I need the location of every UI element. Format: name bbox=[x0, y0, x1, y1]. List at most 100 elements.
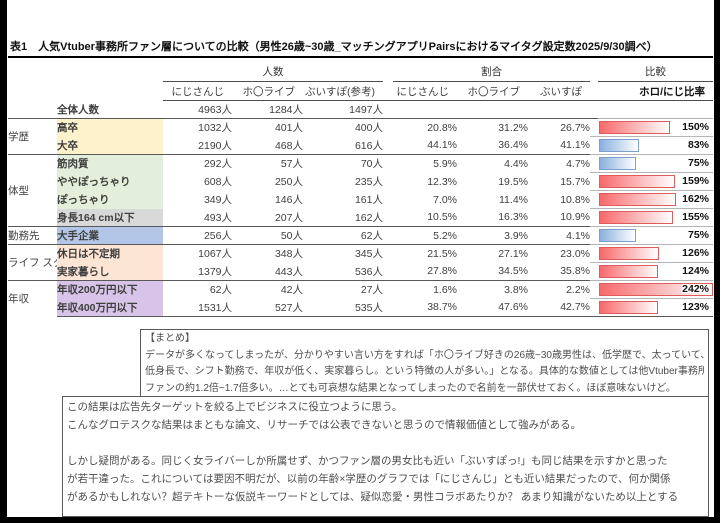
databar bbox=[599, 247, 659, 260]
column-header-row: にじさんじ ホ〇ライブ ぶいすぽ(参考) にじさんじ ホ〇ライブ ぶいすぽ ホロ… bbox=[8, 81, 713, 101]
databar-cell: 124% bbox=[598, 262, 713, 281]
databar-cell: 83% bbox=[598, 136, 713, 155]
ratio-percent-label: 126% bbox=[682, 247, 709, 259]
black-frame-bottom bbox=[0, 517, 720, 523]
databar bbox=[599, 211, 673, 224]
row-label: 高卒 bbox=[57, 118, 163, 137]
ratio-cell: 20.8% bbox=[393, 118, 457, 137]
ratio-cell: 36.4% bbox=[498, 139, 528, 152]
category-cell-income: 年収 bbox=[8, 280, 57, 317]
ratio-cell: 27.1% bbox=[457, 244, 528, 263]
summary-text-line: データが多くなってしまったが、分かりやすい言い方をすれば「ホ〇ライブ好きの26歳… bbox=[145, 349, 704, 361]
count-cell: 608人 bbox=[203, 176, 232, 188]
count-cell: 527人 bbox=[232, 298, 303, 317]
count-cell: 70人 bbox=[303, 154, 383, 173]
comment-text-line: が若干違った。これについては要因不明だが、以前の年齢×学歴のグラフでは「にじさん… bbox=[67, 473, 671, 485]
ratio-cell: 15.7% bbox=[560, 175, 590, 188]
count-cell: 62人 bbox=[303, 226, 383, 245]
ratio-cell: 5.9% bbox=[393, 154, 457, 173]
row-label: 全体人数 bbox=[57, 103, 99, 116]
ratio-cell: 16.3% bbox=[498, 211, 528, 224]
category-cell-education: 学歴 bbox=[8, 118, 57, 155]
table-row: 年収400万円以下 1531人 527人 535人 38.7% 47.6% 42… bbox=[8, 298, 713, 317]
databar-cell: 159% bbox=[598, 172, 713, 191]
row-label: 筋肉質 bbox=[57, 154, 163, 173]
ratio-cell: 35.8% bbox=[560, 265, 590, 278]
ratio-cell: 4.1% bbox=[528, 226, 590, 245]
col-header-hololive-ratio: ホ〇ライブ bbox=[457, 81, 528, 101]
count-cell: 2190人 bbox=[198, 139, 232, 152]
comparison-table: 人数 割合 比較 にじさんじ ホ〇ライブ ぶいすぽ(参考) にじさんじ ホ〇ライ… bbox=[8, 62, 713, 317]
databar-cell: 162% bbox=[598, 190, 713, 209]
count-cell: 1032人 bbox=[163, 118, 232, 137]
category-cell-lifestyle: ライフ スタイル bbox=[8, 244, 57, 281]
group-header-compare: 比較 bbox=[598, 62, 713, 82]
ratio-cell: 23.0% bbox=[528, 244, 590, 263]
ratio-percent-label: 124% bbox=[682, 265, 709, 277]
ratio-percent-label: 83% bbox=[687, 139, 709, 151]
count-cell: 256人 bbox=[163, 226, 232, 245]
row-label: 年収400万円以下 bbox=[57, 298, 163, 317]
count-cell: 345人 bbox=[303, 244, 383, 263]
ratio-cell bbox=[393, 101, 457, 119]
count-cell: 4963人 bbox=[198, 104, 232, 116]
comment-text-line: こんなグロテスクな結果はまともな論文、リサーチでは公表できないと思うので情報価値… bbox=[67, 419, 582, 431]
ratio-cell: 44.1% bbox=[427, 139, 457, 152]
category-cell-employer: 勤務先 bbox=[8, 226, 57, 245]
ratio-cell: 4.7% bbox=[528, 154, 590, 173]
count-cell: 468人 bbox=[274, 139, 303, 152]
ratio-cell: 2.2% bbox=[528, 280, 590, 299]
table-row: ぽっちゃり 349人 146人 161人 7.0% 11.4% 10.8% 16… bbox=[8, 190, 713, 209]
group-header-count: 人数 bbox=[163, 62, 383, 82]
databar bbox=[599, 193, 676, 206]
count-cell: 27人 bbox=[303, 280, 383, 299]
ratio-percent-label: 75% bbox=[687, 229, 709, 241]
comment-box: この結果は広告先ターゲットを絞る上でビジネスに役立つように思う。 こんなグロテス… bbox=[62, 396, 709, 517]
count-cell: 250人 bbox=[274, 176, 303, 188]
databar-cell: 150% bbox=[598, 118, 713, 137]
ratio-cell bbox=[528, 101, 590, 119]
col-header-nijisanji-count: にじさんじ bbox=[163, 81, 232, 101]
column-gap bbox=[590, 81, 598, 101]
row-label: 大手企業 bbox=[57, 226, 163, 245]
databar bbox=[599, 265, 658, 278]
databar bbox=[599, 229, 636, 242]
title-rule bbox=[8, 56, 713, 58]
ratio-percent-label: 150% bbox=[682, 121, 709, 133]
count-cell: 349人 bbox=[203, 194, 232, 206]
col-header-nijisanji-ratio: にじさんじ bbox=[393, 81, 457, 101]
count-cell: 42人 bbox=[232, 280, 303, 299]
table-row: ややぽっちゃり 608人 250人 235人 12.3% 19.5% 15.7%… bbox=[8, 172, 713, 191]
ratio-cell: 34.5% bbox=[498, 265, 528, 278]
ratio-percent-label: 242% bbox=[682, 283, 709, 295]
ratio-cell: 42.7% bbox=[528, 298, 590, 317]
count-cell: 235人 bbox=[354, 176, 383, 188]
col-header-vspo-ratio: ぶいすぽ bbox=[528, 81, 590, 101]
ratio-cell: 10.8% bbox=[560, 193, 590, 206]
databar-cell: 126% bbox=[598, 244, 713, 263]
count-cell: 1067人 bbox=[163, 244, 232, 263]
ratio-cell: 27.8% bbox=[427, 265, 457, 278]
ratio-cell: 26.7% bbox=[528, 118, 590, 137]
table-row: 大卒 2190人 468人 616人 44.1% 36.4% 41.1% 83% bbox=[8, 136, 713, 155]
count-cell: 1284人 bbox=[269, 104, 303, 116]
databar-cell: 123% bbox=[598, 298, 713, 317]
count-cell: 162人 bbox=[354, 211, 383, 224]
table-row: 実家暮らし 1379人 443人 536人 27.8% 34.5% 35.8% … bbox=[8, 262, 713, 281]
ratio-percent-label: 159% bbox=[682, 175, 709, 187]
group-header-ratio: 割合 bbox=[393, 62, 590, 82]
comment-text-line: しかし疑問がある。同じく女ライバーしか所属せず、かつファン層の男女比も近い「ぶい… bbox=[67, 455, 668, 467]
ratio-cell: 10.9% bbox=[560, 211, 590, 224]
databar bbox=[599, 121, 670, 134]
row-label: 休日は不定期 bbox=[57, 244, 163, 263]
databar-cell: 75% bbox=[598, 154, 713, 173]
ratio-cell: 47.6% bbox=[457, 298, 528, 317]
group-header-row: 人数 割合 比較 bbox=[8, 62, 713, 82]
column-gap bbox=[590, 62, 598, 82]
row-label: ぽっちゃり bbox=[57, 190, 163, 209]
column-gap bbox=[383, 81, 393, 101]
ratio-cell: 3.9% bbox=[457, 226, 528, 245]
ratio-percent-label: 162% bbox=[682, 193, 709, 205]
comment-text-line: があるかもしれない？超テキトーな仮説キーワードとしては、疑似恋愛・男性コラボあた… bbox=[67, 491, 679, 503]
ratio-cell bbox=[457, 101, 528, 119]
